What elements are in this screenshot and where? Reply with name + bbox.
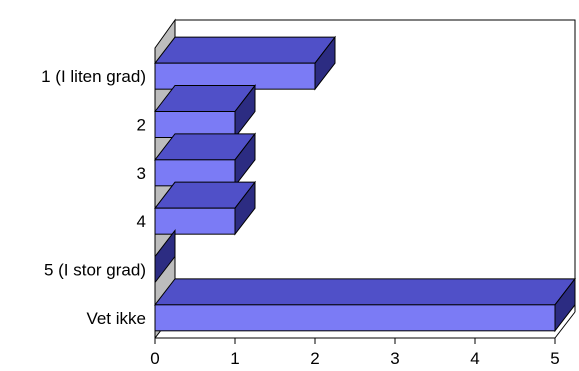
bar-front (154, 207, 236, 235)
x-tick-label: 5 (550, 349, 559, 368)
category-label: 1 (I liten grad) (41, 67, 146, 86)
bar-top (153, 36, 337, 64)
bar-top (153, 278, 577, 306)
bar-front (154, 111, 236, 138)
bar (153, 277, 577, 333)
x-tick-label: 1 (230, 349, 239, 368)
bar-front (154, 62, 316, 90)
x-tick-label: 2 (310, 349, 319, 368)
category-label: 5 (I stor grad) (44, 261, 146, 280)
x-axis-depth-line (554, 311, 576, 339)
bar (154, 229, 176, 284)
x-tick-label: 3 (390, 349, 399, 368)
x-tick-label: 0 (150, 349, 159, 368)
back-wall-frame (175, 19, 576, 312)
category-label: Vet ikke (86, 309, 146, 328)
bar (153, 35, 337, 91)
bar (153, 84, 257, 139)
category-label: 3 (137, 164, 146, 183)
bar-front (154, 304, 556, 332)
bar-zero-edge (154, 229, 176, 284)
category-label: 4 (137, 212, 146, 231)
category-label: 2 (137, 116, 146, 135)
bar (153, 132, 257, 188)
x-tick-label: 4 (470, 349, 479, 368)
bar-front (154, 159, 236, 187)
bar (153, 180, 257, 236)
